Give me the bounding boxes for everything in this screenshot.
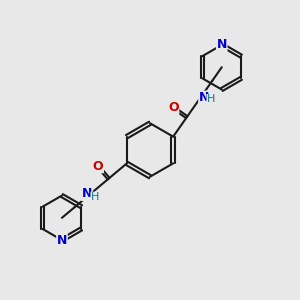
Text: N: N — [82, 188, 92, 200]
Text: O: O — [168, 101, 179, 114]
Text: H: H — [91, 192, 99, 202]
Text: N: N — [199, 91, 209, 104]
Text: O: O — [93, 160, 104, 172]
Text: H: H — [207, 94, 215, 104]
Text: N: N — [217, 38, 227, 51]
Text: N: N — [57, 234, 67, 247]
